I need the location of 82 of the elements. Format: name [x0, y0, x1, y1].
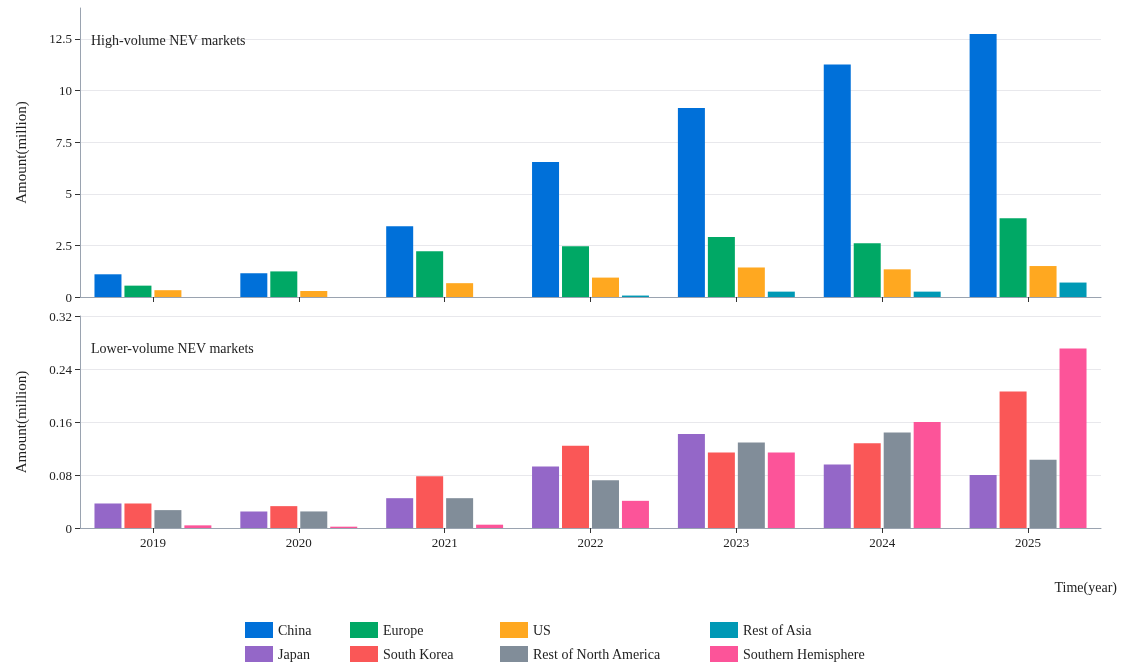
bar — [969, 34, 997, 297]
legend-label: Japan — [278, 646, 310, 662]
bar — [300, 291, 328, 297]
bar — [270, 271, 298, 297]
bar — [240, 511, 268, 528]
bar — [94, 503, 122, 528]
x-tick-label: 2022 — [577, 535, 604, 550]
legend-label: Europe — [383, 622, 424, 638]
bar — [969, 475, 997, 528]
bar — [124, 285, 152, 297]
bar — [154, 510, 182, 528]
bar — [386, 226, 414, 297]
bar — [591, 480, 619, 528]
bar — [621, 500, 649, 528]
y-axis-title: Amount(million) — [12, 101, 30, 204]
bar — [416, 251, 444, 297]
y-tick-label: 0 — [65, 520, 72, 536]
bar — [591, 277, 619, 297]
y-tick-label: 7.5 — [55, 134, 72, 150]
legend-label: US — [533, 622, 551, 638]
legend-label: Rest of Asia — [743, 622, 813, 638]
bar — [532, 162, 560, 297]
bar — [707, 452, 735, 528]
bar — [883, 269, 911, 297]
bar — [737, 267, 765, 297]
y-tick-label: 5 — [65, 186, 72, 202]
bar — [1059, 282, 1087, 297]
y-tick-label: 0.24 — [49, 361, 73, 377]
y-tick-label: 0.16 — [49, 414, 73, 430]
bar — [999, 391, 1027, 528]
bar — [184, 525, 212, 528]
text: Lower-volume NEV markets — [91, 340, 254, 356]
bar — [446, 498, 474, 528]
bar — [562, 445, 590, 528]
y-tick-label: 0 — [65, 289, 72, 305]
bar — [677, 433, 705, 528]
bar — [1059, 348, 1087, 528]
bar — [913, 422, 941, 528]
y-tick-label: 10 — [59, 83, 72, 99]
x-tick-label: 2021 — [431, 535, 458, 550]
bar — [913, 291, 941, 297]
y-tick-label: 2.5 — [55, 237, 72, 253]
bar — [767, 452, 795, 528]
bar — [124, 503, 152, 528]
x-axis-title: Time(year) — [1054, 579, 1118, 596]
text: High-volume NEV markets — [91, 32, 246, 48]
x-tick-label: 2024 — [869, 535, 896, 550]
bar — [386, 498, 414, 528]
bar — [300, 511, 328, 528]
y-tick-label: 12.5 — [49, 31, 72, 47]
y-tick-label: 0.32 — [49, 308, 72, 324]
bar — [707, 236, 735, 297]
y-axis-title: Amount(million) — [12, 370, 30, 474]
bar — [737, 442, 765, 528]
bar — [532, 466, 560, 528]
bar — [240, 273, 268, 297]
legend-label: Rest of North America — [533, 646, 661, 662]
legend-label: South Korea — [383, 646, 455, 662]
bar — [853, 443, 881, 528]
bar — [677, 108, 705, 297]
bar — [562, 246, 590, 297]
bar — [1029, 266, 1057, 297]
bar — [476, 524, 504, 528]
bar — [823, 64, 851, 297]
legend-label: China — [278, 622, 313, 638]
bar — [446, 283, 474, 297]
bar — [270, 506, 298, 528]
x-tick-label: 2025 — [1015, 535, 1042, 550]
y-tick-label: 0.08 — [49, 467, 72, 483]
x-tick-label: 2020 — [285, 535, 312, 550]
bar — [823, 464, 851, 528]
x-tick-label: 2023 — [723, 535, 750, 550]
bar — [94, 274, 122, 297]
bar — [883, 432, 911, 528]
bar — [416, 476, 444, 528]
bar — [853, 243, 881, 297]
bar — [154, 290, 182, 297]
bar — [1029, 459, 1057, 528]
legend-label: Southern Hemisphere — [743, 646, 865, 662]
x-tick-label: 2019 — [139, 535, 166, 550]
bar — [999, 218, 1027, 297]
bar — [767, 291, 795, 297]
